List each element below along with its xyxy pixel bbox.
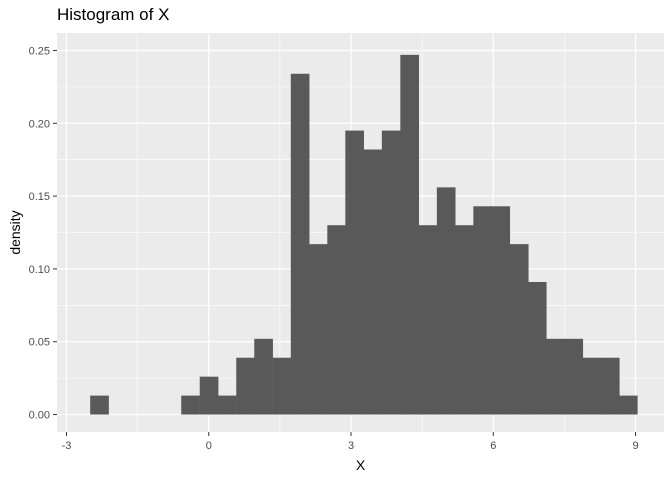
histogram-bar — [618, 395, 638, 415]
histogram-bar — [582, 357, 602, 415]
histogram-bar — [363, 149, 383, 415]
histogram-bar — [181, 395, 200, 415]
x-tick-label: 9 — [632, 440, 638, 452]
x-axis-title: X — [356, 457, 366, 473]
histogram-bar — [436, 187, 456, 415]
histogram-bar — [345, 130, 364, 415]
histogram-bar — [272, 357, 292, 415]
histogram-bar — [199, 376, 219, 415]
y-tick-label: 0.15 — [29, 191, 50, 203]
y-tick-label: 0.20 — [29, 118, 50, 130]
x-tick-label: -3 — [62, 440, 72, 452]
y-tick-labels: 0.00 0.05 0.10 0.15 0.20 0.25 — [29, 45, 50, 421]
histogram-bar — [418, 225, 438, 415]
histogram-bar — [236, 357, 255, 415]
histogram-bar — [400, 54, 419, 415]
histogram-bar — [327, 225, 346, 415]
histogram-bar — [473, 206, 493, 415]
histogram-bar — [254, 338, 273, 415]
histogram-bar — [564, 338, 584, 415]
histogram-bar — [491, 206, 511, 415]
y-axis-title: density — [7, 210, 23, 254]
histogram-bar — [90, 395, 109, 415]
histogram-bar — [509, 244, 529, 415]
x-tick-label: 6 — [490, 440, 496, 452]
histogram-bar — [454, 225, 474, 415]
y-tick-label: 0.00 — [29, 410, 50, 422]
histogram-bar — [600, 357, 620, 415]
histogram-bars — [90, 54, 638, 415]
histogram-bar — [546, 338, 566, 415]
x-tick-label: 3 — [348, 440, 354, 452]
histogram-bar — [217, 395, 237, 415]
chart-title: Histogram of X — [57, 5, 170, 24]
histogram-bar — [381, 130, 401, 415]
y-tick-label: 0.10 — [29, 264, 50, 276]
y-tick-label: 0.25 — [29, 45, 50, 57]
histogram-bar — [309, 244, 328, 415]
x-tick-label: 0 — [206, 440, 212, 452]
y-tick-label: 0.05 — [29, 337, 50, 349]
histogram-bar — [290, 73, 310, 415]
x-tick-labels: -3 0 3 6 9 — [62, 440, 639, 452]
axis-ticks — [53, 49, 637, 436]
histogram-bar — [527, 282, 547, 415]
